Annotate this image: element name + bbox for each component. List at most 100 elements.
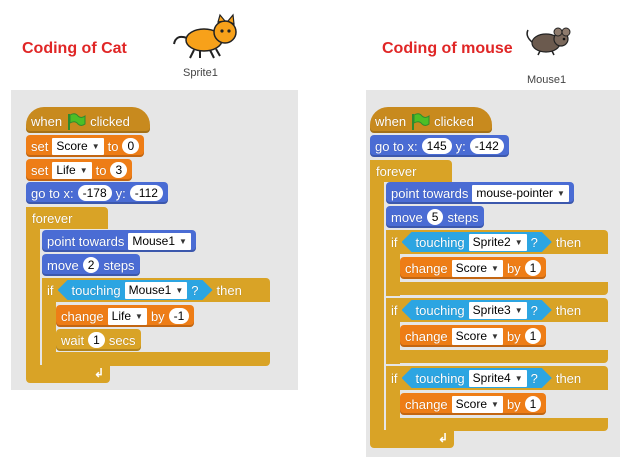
touching-target-dropdown[interactable]: Sprite3 ▼ (469, 302, 527, 319)
when-label: when (31, 114, 63, 129)
touching-label: touching (71, 282, 121, 298)
when-label: when (375, 114, 407, 129)
target-dropdown[interactable]: mouse-pointer ▼ (472, 184, 569, 202)
if-label: if (391, 302, 398, 318)
then-label: then (555, 234, 582, 250)
variable-dropdown[interactable]: Score ▼ (451, 327, 503, 345)
cat-point-towards-block[interactable]: point towards Mouse1 ▼ (42, 230, 196, 252)
variable-dropdown[interactable]: Life ▼ (107, 307, 147, 325)
clicked-label: clicked (434, 114, 474, 129)
cat-forever-bottom (26, 365, 110, 383)
loop-arrow-icon: ↲ (94, 366, 105, 380)
touching-condition[interactable]: touching Sprite3 ▼ ? (402, 300, 552, 320)
value-input[interactable]: 1 (524, 260, 542, 276)
variable-dropdown[interactable]: Score ▼ (451, 259, 503, 277)
dropdown-arrow-icon: ▼ (514, 237, 523, 247)
mouse-point-towards-block[interactable]: point towards mouse-pointer ▼ (386, 182, 574, 204)
x-input[interactable]: 145 (421, 138, 452, 154)
dropdown-arrow-icon: ▼ (514, 373, 523, 383)
touching-label: touching (415, 234, 465, 250)
mouse-sprite-label: Mouse1 (527, 74, 567, 86)
y-label: y: (455, 138, 466, 154)
cat-change-life-block[interactable]: change Life ▼ by -1 (56, 305, 195, 327)
secs-label: secs (108, 332, 136, 348)
value-input[interactable]: 1 (524, 328, 542, 344)
touching-condition[interactable]: touching Mouse1 ▼ ? (58, 280, 213, 300)
loop-arrow-icon: ↲ (438, 431, 449, 445)
green-flag-icon (412, 112, 430, 130)
variable-dropdown[interactable]: Score ▼ (451, 395, 503, 413)
mouse-if-touching-sprite4-block[interactable]: if touching Sprite4 ▼ ? then (386, 367, 586, 389)
dropdown-arrow-icon: ▼ (557, 188, 565, 198)
cat-set-score-block[interactable]: set Score ▼ to 0 (26, 135, 145, 157)
touching-label: touching (415, 370, 465, 386)
y-input[interactable]: -142 (469, 138, 504, 154)
cat-set-life-block[interactable]: set Life ▼ to 3 (26, 159, 133, 181)
target-dropdown[interactable]: Mouse1 ▼ (128, 232, 191, 250)
touching-target-dropdown[interactable]: Mouse1 ▼ (125, 282, 188, 299)
value-input[interactable]: 1 (524, 396, 542, 412)
mouse-sprite-icon[interactable] (524, 26, 576, 56)
dropdown-arrow-icon: ▼ (491, 263, 499, 273)
cat-sprite-label: Sprite1 (183, 67, 218, 79)
steps-input[interactable]: 2 (82, 257, 100, 273)
cat-sprite-icon[interactable] (170, 12, 244, 60)
cat-move-steps-block[interactable]: move 2 steps (42, 254, 140, 276)
mouse-move-steps-block[interactable]: move 5 steps (386, 206, 484, 228)
by-label: by (506, 260, 521, 276)
mouse-goto-xy-block[interactable]: go to x: 145 y: -142 (370, 135, 509, 157)
touching-target-dropdown[interactable]: Sprite2 ▼ (469, 234, 527, 251)
mouse-forever-block[interactable]: forever (370, 160, 421, 182)
change-label: change (405, 260, 448, 276)
mouse-if2-arm (386, 298, 400, 364)
point-towards-label: point towards (47, 233, 125, 249)
dropdown-arrow-icon: ▼ (79, 165, 88, 175)
clicked-label: clicked (90, 114, 130, 129)
mouse-change-score-block[interactable]: change Score ▼ by 1 (400, 325, 547, 347)
touching-condition[interactable]: touching Sprite2 ▼ ? (402, 232, 552, 252)
mouse-if2-bottom (386, 350, 608, 363)
value-input[interactable]: 3 (110, 162, 128, 178)
wait-label: wait (61, 332, 85, 348)
by-label: by (150, 308, 165, 324)
y-label: y: (115, 185, 126, 201)
question-mark: ? (530, 302, 538, 318)
question-mark: ? (530, 234, 538, 250)
value-input[interactable]: 0 (122, 138, 140, 154)
mouse-if1-bottom (386, 282, 608, 295)
mouse-if-touching-sprite2-block[interactable]: if touching Sprite2 ▼ ? then (386, 231, 586, 253)
mouse-when-flag-clicked-block[interactable]: when clicked (370, 107, 492, 133)
y-input[interactable]: -112 (129, 185, 163, 201)
mouse-change-score-block[interactable]: change Score ▼ by 1 (400, 257, 547, 279)
value-input[interactable]: -1 (168, 308, 190, 324)
mouse-forever-arm (370, 160, 384, 442)
then-label: then (555, 370, 582, 386)
forever-label: forever (32, 210, 73, 226)
secs-input[interactable]: 1 (88, 332, 105, 348)
mouse-if-touching-sprite3-block[interactable]: if touching Sprite3 ▼ ? then (386, 299, 586, 321)
by-label: by (506, 396, 521, 412)
steps-input[interactable]: 5 (426, 209, 444, 225)
cat-wait-block[interactable]: wait 1 secs (56, 329, 141, 351)
dropdown-arrow-icon: ▼ (514, 305, 523, 315)
cat-goto-xy-block[interactable]: go to x: -178 y: -112 (26, 182, 168, 204)
cat-if-bottom (42, 352, 270, 366)
x-input[interactable]: -178 (77, 185, 112, 201)
then-label: then (216, 282, 242, 298)
mouse-forever-top[interactable] (370, 160, 452, 182)
variable-dropdown[interactable]: Life ▼ (52, 161, 92, 179)
touching-condition[interactable]: touching Sprite4 ▼ ? (402, 368, 552, 388)
cat-forever-block[interactable]: forever (26, 207, 77, 229)
mouse-if3-arm (386, 366, 400, 432)
mouse-if1-arm (386, 230, 400, 296)
touching-target-dropdown[interactable]: Sprite4 ▼ (469, 370, 527, 387)
mouse-section-title: Coding of mouse (382, 40, 513, 57)
cat-forever-top[interactable] (26, 207, 108, 229)
move-label: move (47, 257, 79, 273)
dropdown-arrow-icon: ▼ (491, 331, 499, 341)
cat-if-touching-block[interactable]: if touching Mouse1 ▼ ? then (42, 279, 247, 301)
mouse-forever-bottom (370, 430, 454, 448)
mouse-change-score-block[interactable]: change Score ▼ by 1 (400, 393, 547, 415)
cat-when-flag-clicked-block[interactable]: when clicked (26, 107, 150, 133)
variable-dropdown[interactable]: Score ▼ (52, 137, 104, 155)
